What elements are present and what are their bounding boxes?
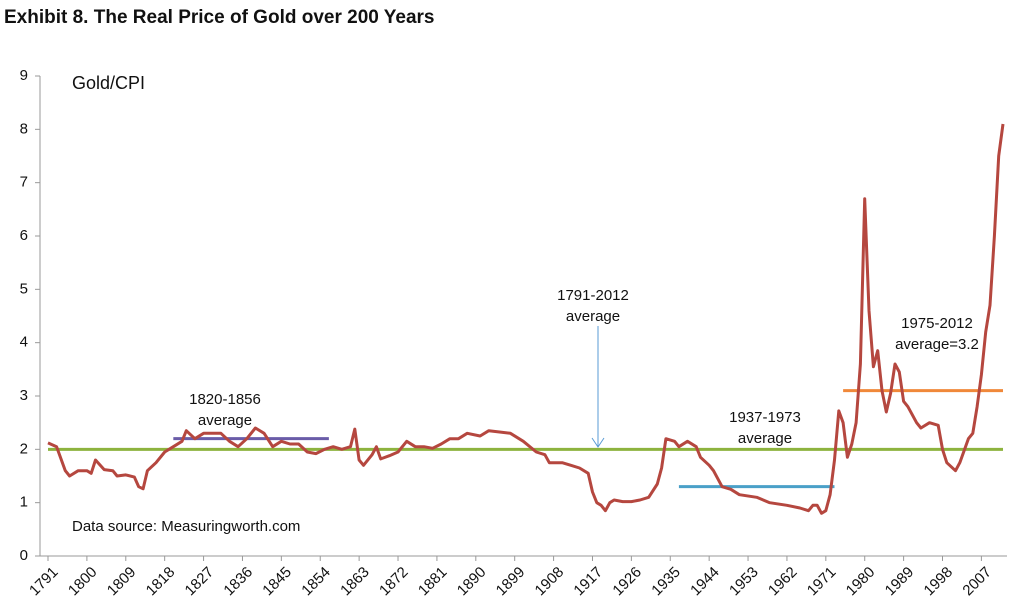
x-tick-label: 1791 [26, 564, 62, 600]
y-tick-label: 8 [20, 120, 28, 137]
y-tick-label: 9 [20, 67, 28, 84]
x-tick-label: 1926 [609, 564, 645, 600]
source-note: Data source: Measuringworth.com [72, 518, 300, 535]
average-label: average [566, 308, 620, 325]
x-tick-label: 1917 [570, 564, 606, 600]
y-tick-label: 0 [20, 547, 28, 564]
average-label: average [738, 430, 792, 447]
x-tick-label: 1809 [104, 564, 140, 600]
series-line [47, 123, 1005, 515]
average-label: 1820-1856 [189, 391, 261, 408]
x-tick-label: 1836 [220, 564, 256, 600]
x-tick-label: 1863 [337, 564, 373, 600]
arrow-head [591, 437, 605, 448]
average-label: average [198, 412, 252, 429]
y-tick-label: 6 [20, 227, 28, 244]
average-label: average=3.2 [895, 336, 979, 353]
x-tick-label: 1971 [804, 564, 840, 600]
x-tick-label: 1944 [687, 564, 723, 600]
x-tick-label: 1854 [298, 564, 334, 600]
average-label: 1791-2012 [557, 287, 629, 304]
x-tick-label: 1845 [259, 564, 295, 600]
x-tick-label: 1953 [726, 564, 762, 600]
x-tick-label: 1935 [648, 564, 684, 600]
y-tick-label: 5 [20, 280, 28, 297]
y-tick-label: 4 [20, 334, 28, 351]
x-tick-label: 1962 [765, 564, 801, 600]
x-tick-label: 1980 [843, 564, 879, 600]
x-tick-label: 1989 [882, 564, 918, 600]
average-label: 1937-1973 [729, 409, 801, 426]
series-label: Gold/CPI [72, 73, 145, 93]
x-tick-label: 1800 [65, 564, 101, 600]
x-tick-label: 1818 [143, 564, 179, 600]
average-label: 1975-2012 [901, 315, 973, 332]
x-tick-label: 1881 [415, 564, 451, 600]
x-tick-label: 1872 [376, 564, 412, 600]
y-tick-label: 2 [20, 440, 28, 457]
chart-title: Exhibit 8. The Real Price of Gold over 2… [4, 7, 435, 28]
x-tick-label: 1998 [921, 564, 957, 600]
x-tick-label: 1908 [532, 564, 568, 600]
x-tick-label: 1827 [182, 564, 218, 600]
x-tick-label: 2007 [959, 564, 995, 600]
x-tick-label: 1890 [454, 564, 490, 600]
y-tick-label: 3 [20, 387, 28, 404]
x-tick-label: 1899 [493, 564, 529, 600]
y-tick-label: 1 [20, 494, 28, 511]
y-tick-label: 7 [20, 174, 28, 191]
